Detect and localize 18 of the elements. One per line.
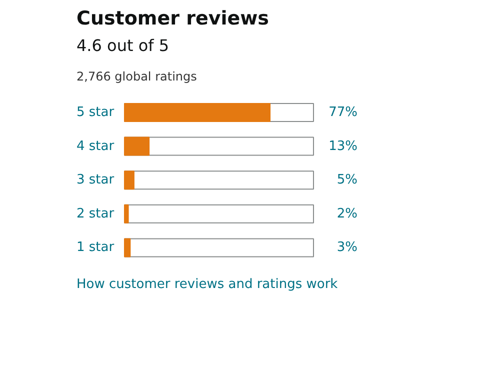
data-label: 13% (328, 138, 358, 154)
data-label: 3% (336, 240, 358, 256)
y-tick-label: 1 star (76, 240, 115, 256)
bar (124, 204, 129, 224)
text: 2,766 global ratings (76, 70, 197, 84)
data-label: 5% (336, 172, 358, 188)
bar (124, 170, 134, 190)
y-tick-label: 5 star (76, 105, 115, 120)
bar (124, 238, 131, 258)
chart-title: Customer reviews (76, 8, 269, 30)
bar (124, 136, 150, 156)
y-tick-label: 4 star (76, 138, 115, 154)
text: 4.6 out of 5 (76, 36, 170, 55)
text: How customer reviews and ratings work (76, 277, 338, 292)
y-tick-label: 3 star (76, 172, 115, 188)
y-tick-label: 2 star (76, 206, 115, 222)
data-label: 77% (328, 105, 358, 120)
data-label: 2% (336, 206, 358, 222)
